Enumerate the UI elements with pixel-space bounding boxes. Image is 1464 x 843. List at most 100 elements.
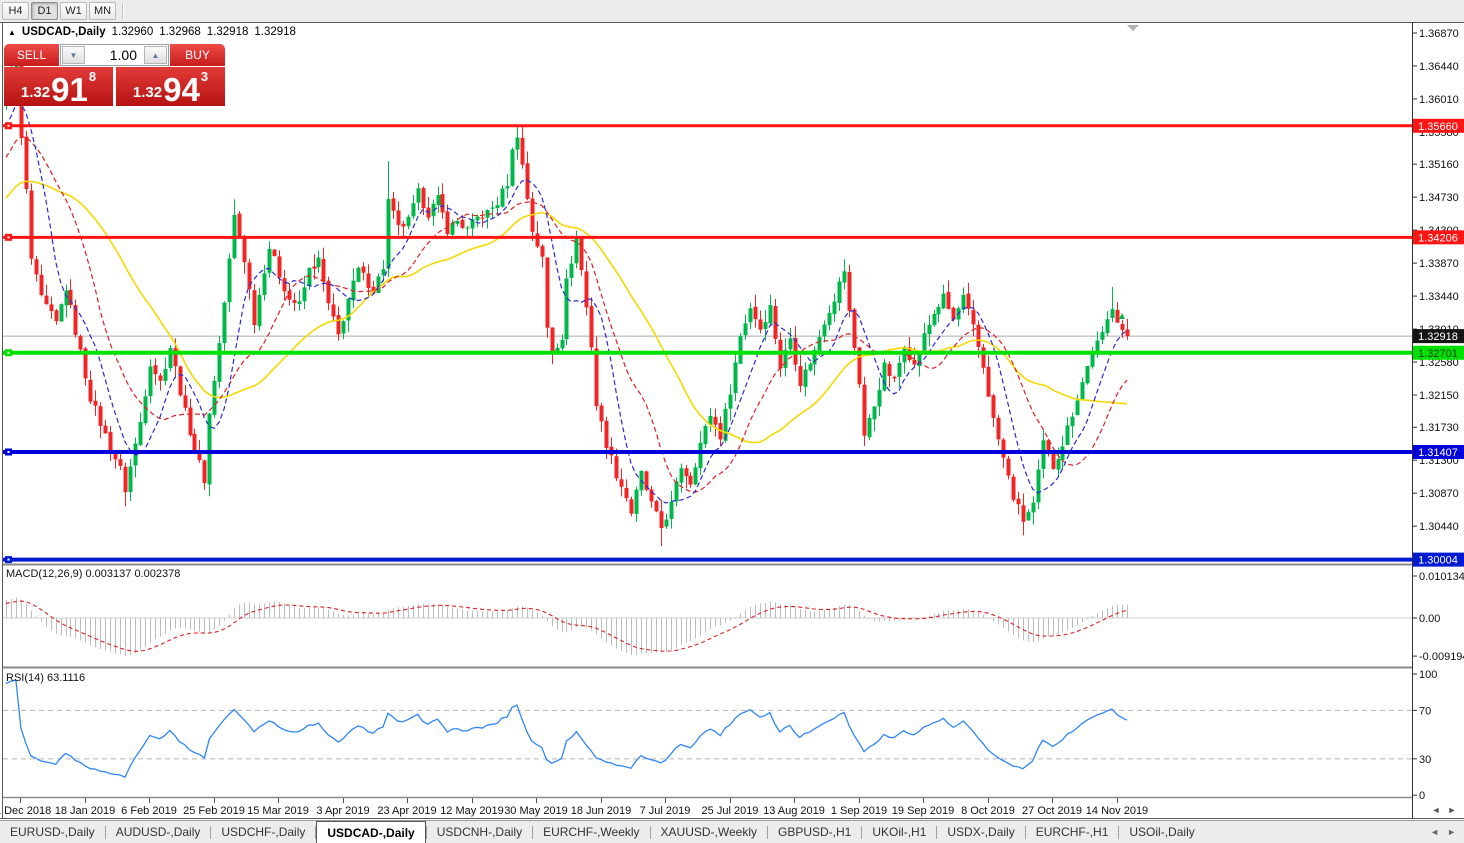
buy-button[interactable]: BUY bbox=[170, 44, 225, 66]
chart-scroll-right-icon[interactable]: ► bbox=[1448, 805, 1457, 815]
timeframe-button-d1[interactable]: D1 bbox=[31, 2, 58, 20]
tab-separator bbox=[1118, 825, 1120, 839]
macd-tick-label: -0.009194 bbox=[1419, 651, 1464, 663]
sell-quote-panel[interactable]: 1.32 91 8 bbox=[4, 67, 113, 106]
line-handle-dot bbox=[7, 124, 10, 127]
timeframe-button-h4[interactable]: H4 bbox=[2, 2, 29, 20]
date-tick-label: 7 Jul 2019 bbox=[640, 805, 691, 817]
buy-price-base: 1.32 bbox=[132, 84, 163, 101]
rsi-tick-label: 70 bbox=[1419, 705, 1431, 717]
tab-separator bbox=[210, 825, 212, 839]
ma-slow-line bbox=[5, 180, 1128, 444]
rsi-name: RSI(14) bbox=[6, 672, 44, 684]
chart-tab-usoil-daily[interactable]: USOil-,Daily bbox=[1129, 825, 1195, 839]
macd-tick-label: 0.00 bbox=[1419, 613, 1440, 625]
line-handle-dot bbox=[7, 451, 10, 454]
price-level-badge-label: 1.32918 bbox=[1418, 331, 1458, 343]
chart-tab-usdcad-daily[interactable]: USDCAD-,Daily bbox=[316, 821, 426, 843]
macd-pane bbox=[3, 597, 1412, 656]
chart-tab-audusd-daily[interactable]: AUDUSD-,Daily bbox=[115, 825, 201, 839]
macd-value-signal: 0.002378 bbox=[134, 568, 181, 580]
tab-separator bbox=[936, 825, 938, 839]
date-tick-label: 31 Dec 2018 bbox=[0, 805, 51, 817]
volume-stepper: ▼ 1.00 ▲ bbox=[60, 44, 169, 66]
tab-scroll-right-icon[interactable]: ► bbox=[1447, 827, 1456, 837]
date-tick-label: 25 Jul 2019 bbox=[702, 805, 759, 817]
price-level-badge-label: 1.32701 bbox=[1418, 348, 1458, 360]
price-level-badge bbox=[1413, 445, 1464, 460]
price-tick-label: 1.33440 bbox=[1419, 291, 1459, 303]
ohlc-open: 1.32960 bbox=[111, 26, 154, 38]
price-level-badge bbox=[1413, 329, 1464, 344]
chart-title: ▲ USDCAD-,Daily 1.32960 1.32968 1.32918 … bbox=[8, 26, 296, 38]
volume-decrease-icon[interactable]: ▼ bbox=[62, 46, 85, 64]
buy-price-big: 94 bbox=[163, 70, 200, 108]
chart-tab-usdcnh-daily[interactable]: USDCNH-,Daily bbox=[436, 825, 523, 839]
chart-tab-ukoil-h1[interactable]: UKOil-,H1 bbox=[872, 825, 927, 839]
date-tick-label: 14 Nov 2019 bbox=[1086, 805, 1148, 817]
chart-tab-usdx-daily[interactable]: USDX-,Daily bbox=[947, 825, 1015, 839]
chart-tab-usdchf-daily[interactable]: USDCHF-,Daily bbox=[221, 825, 306, 839]
volume-value[interactable]: 1.00 bbox=[109, 47, 137, 63]
tab-scroll-arrows: ◄ ► bbox=[1430, 821, 1464, 843]
tab-separator bbox=[425, 825, 427, 839]
sell-price-sup: 8 bbox=[88, 69, 97, 84]
chart-scroll-left-icon[interactable]: ◄ bbox=[1432, 805, 1441, 815]
rsi-label: RSI(14) 63.1116 bbox=[6, 672, 85, 684]
price-level-badge-label: 1.30004 bbox=[1418, 555, 1458, 567]
price-tick-label: 1.36440 bbox=[1419, 61, 1459, 73]
price-tick-label: 1.33870 bbox=[1419, 258, 1459, 270]
date-tick-label: 18 Jan 2019 bbox=[55, 805, 116, 817]
tab-separator bbox=[1024, 825, 1026, 839]
chart-tab-xauusd-weekly[interactable]: XAUUSD-,Weekly bbox=[660, 825, 757, 839]
line-handle-dot bbox=[7, 558, 10, 561]
date-tick-label: 27 Oct 2019 bbox=[1022, 805, 1082, 817]
macd-label: MACD(12,26,9) 0.003137 0.002378 bbox=[6, 568, 180, 580]
macd-name: MACD(12,26,9) bbox=[6, 568, 83, 580]
macd-value-main: 0.003137 bbox=[85, 568, 132, 580]
tab-separator bbox=[532, 825, 534, 839]
chart-tab-eurchf-h1[interactable]: EURCHF-,H1 bbox=[1035, 825, 1109, 839]
timeframe-toolbar: H4 D1 W1 MN bbox=[0, 0, 1464, 22]
ohlc-high: 1.32968 bbox=[159, 26, 201, 38]
chart-tab-eurchf-weekly[interactable]: EURCHF-,Weekly bbox=[543, 825, 640, 839]
buy-arrow-marker bbox=[1119, 313, 1125, 319]
price-tick-label: 1.30440 bbox=[1419, 521, 1459, 533]
tab-separator bbox=[767, 825, 768, 839]
date-tick-label: 13 Aug 2019 bbox=[763, 805, 825, 817]
chart-tabs-bar: EURUSD-,Daily AUDUSD-,Daily USDCHF-,Daily U… bbox=[0, 820, 1464, 843]
line-handle-dot bbox=[7, 351, 10, 354]
rsi-line bbox=[5, 679, 1128, 779]
price-tick-label: 1.36870 bbox=[1419, 28, 1459, 40]
toolbar-separator bbox=[122, 3, 124, 19]
sell-price-big: 91 bbox=[51, 70, 88, 108]
date-tick-label: 30 May 2019 bbox=[504, 805, 568, 817]
chart-tab-eurusd-daily[interactable]: EURUSD-,Daily bbox=[10, 825, 95, 839]
date-tick-label: 8 Oct 2019 bbox=[961, 805, 1015, 817]
volume-increase-icon[interactable]: ▲ bbox=[144, 46, 167, 64]
ohlc-close: 1.32918 bbox=[254, 26, 296, 38]
collapse-panel-icon[interactable]: ▲ bbox=[8, 27, 16, 37]
rsi-value: 63.1116 bbox=[46, 672, 86, 684]
date-tick-label: 6 Feb 2019 bbox=[121, 805, 177, 817]
price-tick-label: 1.34730 bbox=[1419, 192, 1459, 204]
date-tick-label: 12 May 2019 bbox=[440, 805, 504, 817]
price-tick-label: 1.35160 bbox=[1419, 159, 1459, 171]
chart-shift-icon[interactable] bbox=[1127, 25, 1139, 31]
ohlc-low: 1.32918 bbox=[206, 26, 249, 38]
price-tick-label: 1.32150 bbox=[1419, 390, 1459, 402]
macd-tick-label: 0.010134 bbox=[1419, 571, 1464, 583]
date-tick-label: 15 Mar 2019 bbox=[247, 805, 309, 817]
date-tick-label: 25 Feb 2019 bbox=[183, 805, 245, 817]
price-level-badge bbox=[1413, 230, 1464, 245]
tab-separator bbox=[861, 825, 863, 839]
timeframe-button-w1[interactable]: W1 bbox=[60, 2, 87, 20]
buy-quote-panel[interactable]: 1.32 94 3 bbox=[116, 67, 225, 106]
tab-scroll-left-icon[interactable]: ◄ bbox=[1430, 827, 1440, 837]
timeframe-button-mn[interactable]: MN bbox=[89, 2, 116, 20]
date-tick-label: 1 Sep 2019 bbox=[831, 805, 887, 817]
sell-button[interactable]: SELL bbox=[4, 44, 59, 66]
chart-tab-gbpusd-h1[interactable]: GBPUSD-,H1 bbox=[778, 825, 852, 839]
tab-separator bbox=[649, 825, 651, 839]
